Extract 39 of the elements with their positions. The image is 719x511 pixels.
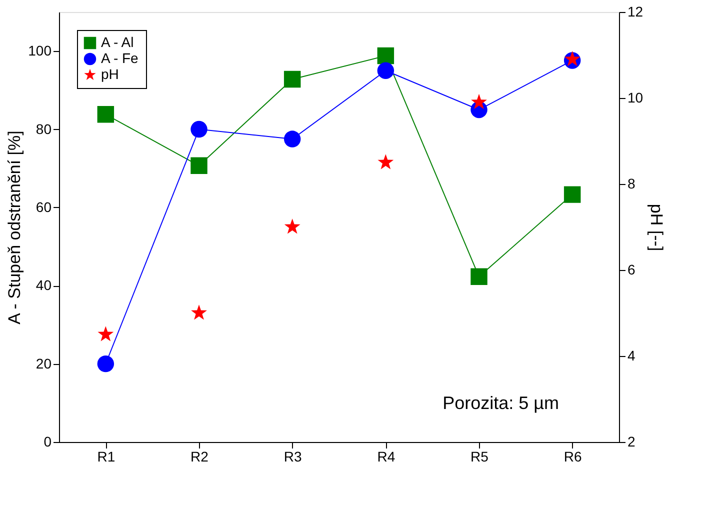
y-tick-label: 0 bbox=[44, 434, 52, 450]
annotation: Porozita: 5 µm bbox=[442, 393, 559, 413]
y-tick-label: 60 bbox=[36, 198, 52, 215]
y-tick-label: 20 bbox=[36, 355, 52, 372]
y-tick-label: 100 bbox=[28, 42, 52, 59]
y2-tick-label: 6 bbox=[628, 262, 636, 278]
point bbox=[471, 94, 487, 110]
y2-axis-title: pH [--] bbox=[647, 204, 666, 252]
x-tick-label: R3 bbox=[284, 448, 302, 464]
point bbox=[377, 47, 394, 64]
y2-tick-label: 4 bbox=[628, 348, 636, 364]
point bbox=[190, 120, 208, 138]
point bbox=[284, 130, 301, 148]
point bbox=[378, 154, 394, 170]
point bbox=[97, 355, 114, 372]
point bbox=[98, 326, 114, 342]
point bbox=[191, 304, 207, 320]
point bbox=[190, 157, 208, 174]
point bbox=[97, 106, 114, 123]
x-tick-label: R5 bbox=[470, 448, 489, 464]
point bbox=[564, 186, 581, 203]
y-axis-title: A - Stupeň odstranění [%] bbox=[5, 130, 24, 324]
y2-tick-label: 12 bbox=[628, 4, 644, 20]
point bbox=[284, 218, 300, 234]
y2-tick-label: 8 bbox=[628, 176, 636, 192]
x-tick-label: R4 bbox=[377, 448, 396, 464]
x-tick-label: R6 bbox=[564, 448, 582, 464]
x-tick-label: R1 bbox=[97, 448, 116, 464]
y2-tick-label: 10 bbox=[628, 90, 644, 106]
point bbox=[470, 268, 488, 286]
y-tick-label: 40 bbox=[36, 277, 52, 294]
point bbox=[377, 62, 394, 79]
legend-label: A - Al bbox=[101, 34, 134, 50]
y-tick-label: 80 bbox=[36, 120, 52, 137]
legend-label: pH bbox=[101, 66, 119, 82]
point bbox=[284, 70, 301, 88]
legend-label: A - Fe bbox=[101, 50, 139, 66]
y2-tick-label: 2 bbox=[628, 434, 636, 450]
x-tick-label: R2 bbox=[190, 448, 209, 464]
